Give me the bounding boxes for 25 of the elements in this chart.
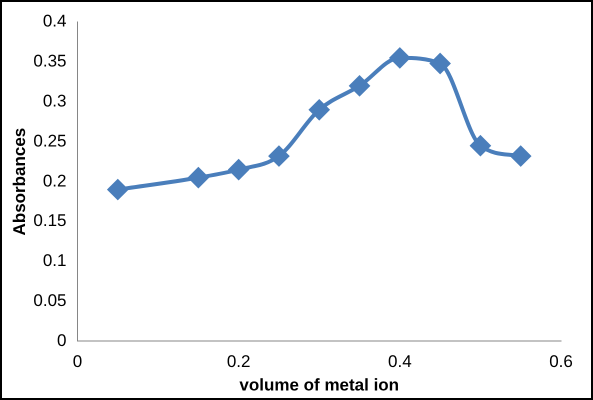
point <box>510 146 531 166</box>
y-axis-title: Absorbances <box>10 128 29 236</box>
point <box>390 48 410 68</box>
y-tick-label: 0.05 <box>33 290 66 310</box>
point <box>188 168 208 188</box>
x-tick-label: 0 <box>72 352 82 372</box>
x-tick-label: 0.4 <box>388 352 412 372</box>
point <box>470 136 490 156</box>
point <box>228 160 249 180</box>
y-tick-label: 0.25 <box>33 131 66 150</box>
y-tick-label: 0.2 <box>42 171 66 190</box>
y-tick-label: 0.4 <box>42 12 66 31</box>
point <box>430 53 450 74</box>
point <box>309 100 330 120</box>
point <box>350 76 370 96</box>
point <box>268 146 289 166</box>
x-tick-label: 0.2 <box>226 352 250 372</box>
y-tick-label: 0.3 <box>42 91 66 110</box>
y-tick-label: 0.1 <box>42 251 66 270</box>
point <box>108 180 128 200</box>
y-tick-label: 0.15 <box>33 211 66 230</box>
x-tick-label: 0.6 <box>549 352 573 372</box>
y-tick-label: 0 <box>57 330 66 350</box>
y-tick-label: 0.35 <box>33 52 66 71</box>
x-axis-title: volume of metal ion <box>239 375 400 394</box>
